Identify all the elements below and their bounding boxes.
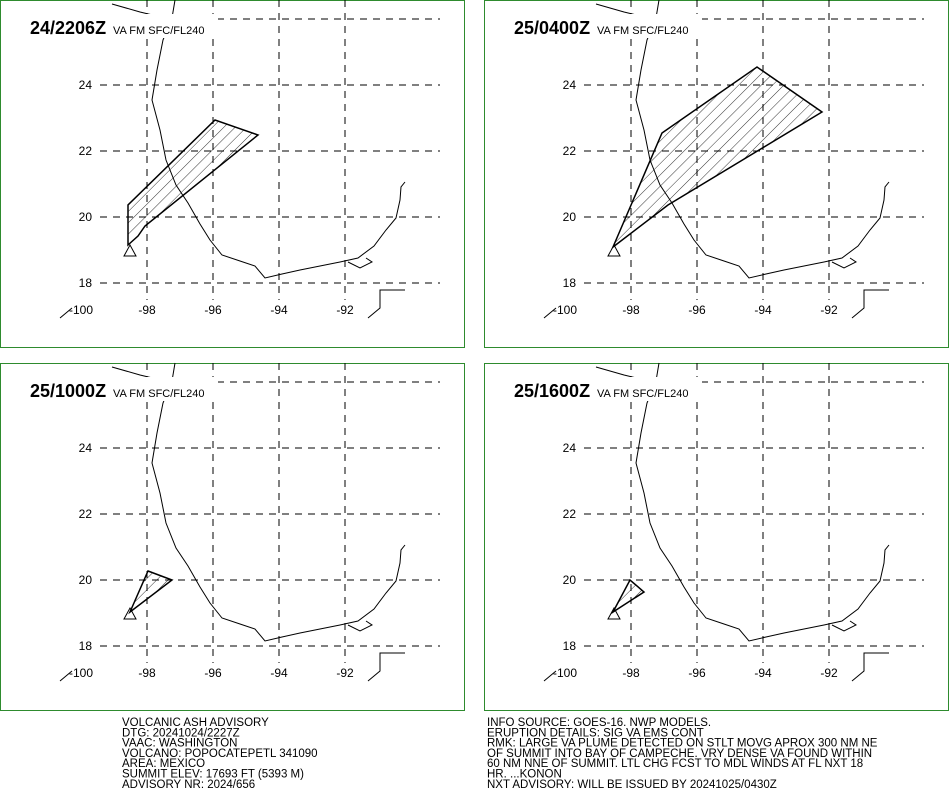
map-edge <box>543 307 557 319</box>
panel-time: 25/1000Z <box>30 381 106 401</box>
title-bg <box>512 377 702 401</box>
lat-label: 20 <box>563 210 577 224</box>
lat-label: 22 <box>79 144 93 158</box>
ash-area <box>127 119 260 247</box>
panel-frame <box>484 0 949 348</box>
lon-label: -92 <box>820 303 838 317</box>
lon-label: -92 <box>820 666 838 680</box>
coastline <box>831 620 857 632</box>
lat-label: 24 <box>563 441 577 455</box>
lon-label: -94 <box>754 666 772 680</box>
lat-label: 18 <box>563 276 577 290</box>
lon-label: -96 <box>688 303 706 317</box>
panel-level: VA FM SFC/FL240 <box>113 25 205 37</box>
lat-label: 20 <box>79 573 93 587</box>
lon-label: -92 <box>336 303 354 317</box>
map-edge <box>543 670 557 682</box>
panel-time: 25/1600Z <box>514 381 590 401</box>
map-edge <box>367 652 405 682</box>
advisory-line: AREA: MEXICO <box>122 758 205 770</box>
lon-label: -94 <box>270 303 288 317</box>
advisory-line: HR. ...KONON <box>487 769 562 781</box>
coastline <box>347 620 373 632</box>
lon-label: -98 <box>622 303 640 317</box>
panel-level: VA FM SFC/FL240 <box>597 25 689 37</box>
advisory-line: ERUPTION DETAILS: SIG VA EMS CONT <box>487 727 704 739</box>
lon-label: -98 <box>138 303 156 317</box>
lon-label: -100 <box>553 303 577 317</box>
advisory-line: OF SUMMIT INTO BAY OF CAMPECHE. VRY DENS… <box>487 748 872 760</box>
coastline <box>635 362 890 642</box>
lat-label: 22 <box>563 144 577 158</box>
panel-frame <box>0 0 465 348</box>
lat-label: 20 <box>563 573 577 587</box>
lon-label: -98 <box>138 666 156 680</box>
panel-level: VA FM SFC/FL240 <box>113 388 205 400</box>
lat-label: 20 <box>79 210 93 224</box>
lat-label: 24 <box>563 78 577 92</box>
volcano-symbol <box>123 243 137 257</box>
advisory-line: SUMMIT ELEV: 17693 FT (5393 M) <box>122 769 304 781</box>
lon-label: -98 <box>622 666 640 680</box>
lat-label: 18 <box>79 276 93 290</box>
advisory-line: RMK: LARGE VA PLUME DETECTED ON STLT MOV… <box>487 738 878 750</box>
coastline <box>635 0 890 279</box>
advisory-line: NXT ADVISORY: WILL BE ISSUED BY 20241025… <box>487 779 777 791</box>
lat-label: 18 <box>563 639 577 653</box>
volcano-symbol <box>123 606 137 620</box>
map-edge <box>367 289 405 319</box>
ash-area <box>610 578 646 615</box>
lat-label: 22 <box>563 507 577 521</box>
panel-time: 25/0400Z <box>514 18 590 38</box>
lon-label: -92 <box>336 666 354 680</box>
lon-label: -100 <box>553 666 577 680</box>
lon-label: -100 <box>69 303 93 317</box>
map-edge <box>59 307 73 319</box>
panel-level: VA FM SFC/FL240 <box>597 388 689 400</box>
coastline <box>347 257 373 269</box>
lat-label: 22 <box>79 507 93 521</box>
panel-frame <box>0 363 465 711</box>
lon-label: -96 <box>204 666 222 680</box>
lat-label: 24 <box>79 441 93 455</box>
panel-time: 24/2206Z <box>30 18 106 38</box>
map-edge <box>59 670 73 682</box>
volcano-symbol <box>607 243 621 257</box>
coastline <box>831 257 857 269</box>
lon-label: -100 <box>69 666 93 680</box>
lon-label: -96 <box>204 303 222 317</box>
advisory-line: INFO SOURCE: GOES-16. NWP MODELS. <box>487 717 711 729</box>
lon-label: -94 <box>270 666 288 680</box>
ash-area <box>128 570 174 615</box>
title-bg <box>28 377 218 401</box>
lon-label: -94 <box>754 303 772 317</box>
coastline <box>151 362 406 642</box>
advisory-line: ADVISORY NR: 2024/656 <box>122 779 255 791</box>
coastline <box>151 0 406 279</box>
map-edge <box>851 289 889 319</box>
lon-label: -96 <box>688 666 706 680</box>
advisory-line: DTG: 20241024/2227Z <box>122 727 240 739</box>
ash-area <box>611 66 824 250</box>
lat-label: 24 <box>79 78 93 92</box>
volcano-symbol <box>607 606 621 620</box>
advisory-line: VOLCANO: POPOCATEPETL 341090 <box>122 748 318 760</box>
title-bg <box>512 14 702 38</box>
advisory-line: VAAC: WASHINGTON <box>122 738 237 750</box>
lat-label: 18 <box>79 639 93 653</box>
advisory-line: 60 NM NNE OF SUMMIT. LTL CHG FCST TO MDL… <box>487 758 863 770</box>
advisory-line: VOLCANIC ASH ADVISORY <box>122 717 269 729</box>
map-edge <box>851 652 889 682</box>
title-bg <box>28 14 218 38</box>
panel-frame <box>484 363 949 711</box>
